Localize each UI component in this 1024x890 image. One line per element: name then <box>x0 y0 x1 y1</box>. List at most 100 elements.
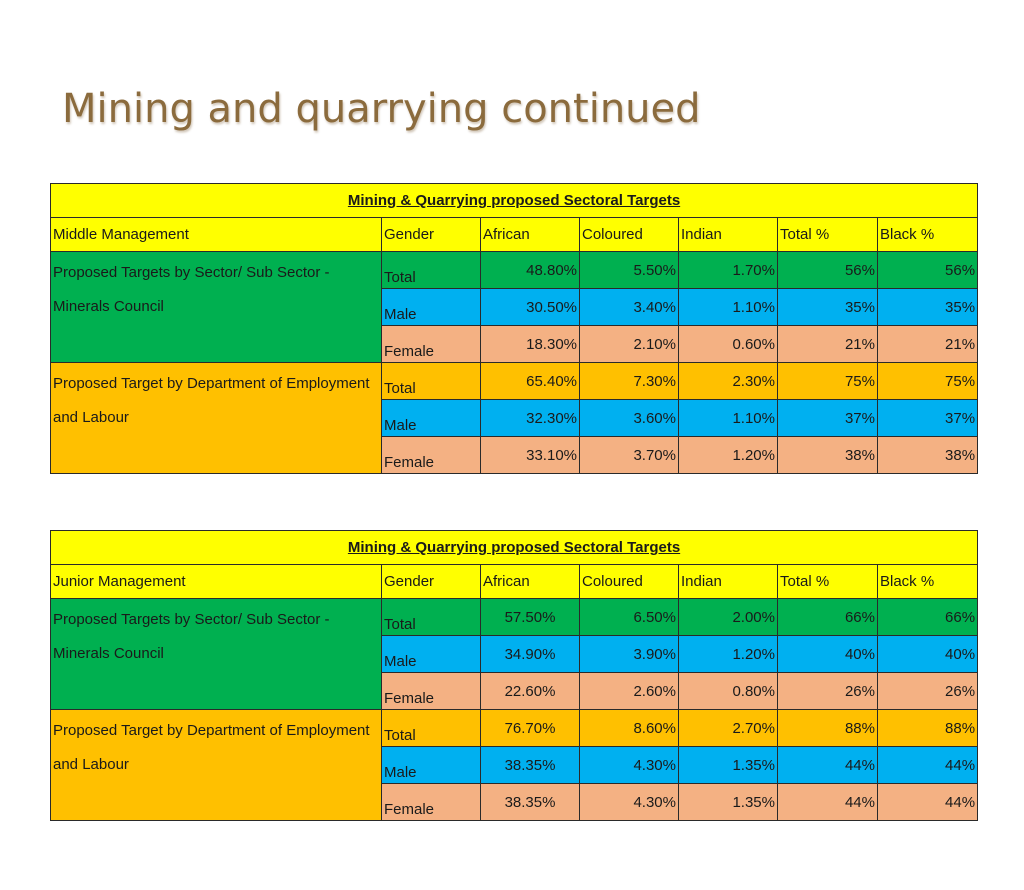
col-header-black-pct: Black % <box>876 564 979 599</box>
indian-cell: 1.20% <box>678 635 778 673</box>
african-cell: 76.70% <box>480 709 580 747</box>
african-cell: 34.90% <box>480 635 580 673</box>
total-pct-cell: 88% <box>777 709 878 747</box>
black-pct-cell: 38% <box>876 436 979 474</box>
indian-cell: 0.80% <box>678 672 778 710</box>
black-pct-cell: 66% <box>876 598 979 636</box>
total-pct-cell: 38% <box>777 436 878 474</box>
coloured-cell: 2.60% <box>579 672 679 710</box>
gender-cell: Total <box>381 362 481 400</box>
total-pct-cell: 44% <box>777 746 878 784</box>
table-caption: Mining & Quarrying proposed Sectoral Tar… <box>49 183 979 218</box>
total-pct-cell: 35% <box>777 288 878 326</box>
coloured-cell: 5.50% <box>579 251 679 289</box>
table-caption: Mining & Quarrying proposed Sectoral Tar… <box>49 530 979 565</box>
african-cell: 33.10% <box>480 436 580 474</box>
black-pct-cell: 44% <box>876 783 979 821</box>
gender-cell: Male <box>381 288 481 326</box>
indian-cell: 2.00% <box>678 598 778 636</box>
coloured-cell: 3.90% <box>579 635 679 673</box>
black-pct-cell: 75% <box>876 362 979 400</box>
total-pct-cell: 21% <box>777 325 878 363</box>
african-cell: 38.35% <box>480 783 580 821</box>
indian-cell: 2.70% <box>678 709 778 747</box>
group-label-department: Proposed Target by Department of Employm… <box>50 709 382 821</box>
col-header-indian: Indian <box>678 564 778 599</box>
col-header-african: African <box>480 564 580 599</box>
coloured-cell: 4.30% <box>579 746 679 784</box>
col-header-coloured: Coloured <box>579 217 679 252</box>
indian-cell: 1.70% <box>678 251 778 289</box>
coloured-cell: 4.30% <box>579 783 679 821</box>
african-cell: 48.80% <box>480 251 580 289</box>
table-row: Female 33.10% 3.70% 1.20% 38% 38% <box>50 436 979 474</box>
slide-title: Mining and quarrying continued <box>62 86 701 132</box>
coloured-cell: 7.30% <box>579 362 679 400</box>
table-row: Proposed Target by Department of Employm… <box>50 362 979 474</box>
gender-cell: Female <box>381 325 481 363</box>
indian-cell: 1.10% <box>678 399 778 437</box>
gender-cell: Female <box>381 672 481 710</box>
header-row: Middle Management Gender African Coloure… <box>50 217 979 252</box>
gender-cell: Female <box>381 436 481 474</box>
col-header-black-pct: Black % <box>876 217 979 252</box>
group-label-sector: Proposed Targets by Sector/ Sub Sector -… <box>50 251 382 363</box>
total-pct-cell: 44% <box>777 783 878 821</box>
total-pct-cell: 40% <box>777 635 878 673</box>
african-cell: 30.50% <box>480 288 580 326</box>
black-pct-cell: 21% <box>876 325 979 363</box>
indian-cell: 0.60% <box>678 325 778 363</box>
african-cell: 32.30% <box>480 399 580 437</box>
indian-cell: 1.35% <box>678 783 778 821</box>
total-pct-cell: 56% <box>777 251 878 289</box>
coloured-cell: 8.60% <box>579 709 679 747</box>
table-row: Proposed Targets by Sector/ Sub Sector -… <box>50 251 979 363</box>
coloured-cell: 2.10% <box>579 325 679 363</box>
gender-cell: Total <box>381 251 481 289</box>
header-row: Junior Management Gender African Coloure… <box>50 564 979 599</box>
african-cell: 18.30% <box>480 325 580 363</box>
gender-cell: Male <box>381 399 481 437</box>
col-header-gender: Gender <box>381 217 481 252</box>
african-cell: 57.50% <box>480 598 580 636</box>
col-header-total-pct: Total % <box>777 564 878 599</box>
indian-cell: 1.35% <box>678 746 778 784</box>
gender-cell: Total <box>381 598 481 636</box>
level-header: Junior Management <box>50 564 382 599</box>
african-cell: 65.40% <box>480 362 580 400</box>
black-pct-cell: 44% <box>876 746 979 784</box>
coloured-cell: 3.40% <box>579 288 679 326</box>
coloured-cell: 3.70% <box>579 436 679 474</box>
african-cell: 22.60% <box>480 672 580 710</box>
col-header-coloured: Coloured <box>579 564 679 599</box>
col-header-gender: Gender <box>381 564 481 599</box>
gender-cell: Male <box>381 746 481 784</box>
coloured-cell: 6.50% <box>579 598 679 636</box>
table-row: Proposed Targets by Sector/ Sub Sector -… <box>50 598 979 710</box>
table-row: Proposed Target by Department of Employm… <box>50 709 979 821</box>
group-label-department: Proposed Target by Department of Employm… <box>50 362 382 474</box>
indian-cell: 1.20% <box>678 436 778 474</box>
group-label-sector: Proposed Targets by Sector/ Sub Sector -… <box>50 598 382 710</box>
level-header: Middle Management <box>50 217 382 252</box>
col-header-indian: Indian <box>678 217 778 252</box>
targets-table-middle-management: Mining & Quarrying proposed Sectoral Tar… <box>49 183 979 474</box>
gender-cell: Male <box>381 635 481 673</box>
black-pct-cell: 35% <box>876 288 979 326</box>
col-header-african: African <box>480 217 580 252</box>
black-pct-cell: 40% <box>876 635 979 673</box>
total-pct-cell: 75% <box>777 362 878 400</box>
targets-table-junior-management: Mining & Quarrying proposed Sectoral Tar… <box>49 530 979 821</box>
table-row: Male 30.50% 3.40% 1.10% 35% 35% <box>50 288 979 326</box>
gender-cell: Female <box>381 783 481 821</box>
gender-cell: Total <box>381 709 481 747</box>
indian-cell: 2.30% <box>678 362 778 400</box>
black-pct-cell: 88% <box>876 709 979 747</box>
total-pct-cell: 66% <box>777 598 878 636</box>
col-header-total-pct: Total % <box>777 217 878 252</box>
coloured-cell: 3.60% <box>579 399 679 437</box>
black-pct-cell: 56% <box>876 251 979 289</box>
total-pct-cell: 37% <box>777 399 878 437</box>
black-pct-cell: 37% <box>876 399 979 437</box>
